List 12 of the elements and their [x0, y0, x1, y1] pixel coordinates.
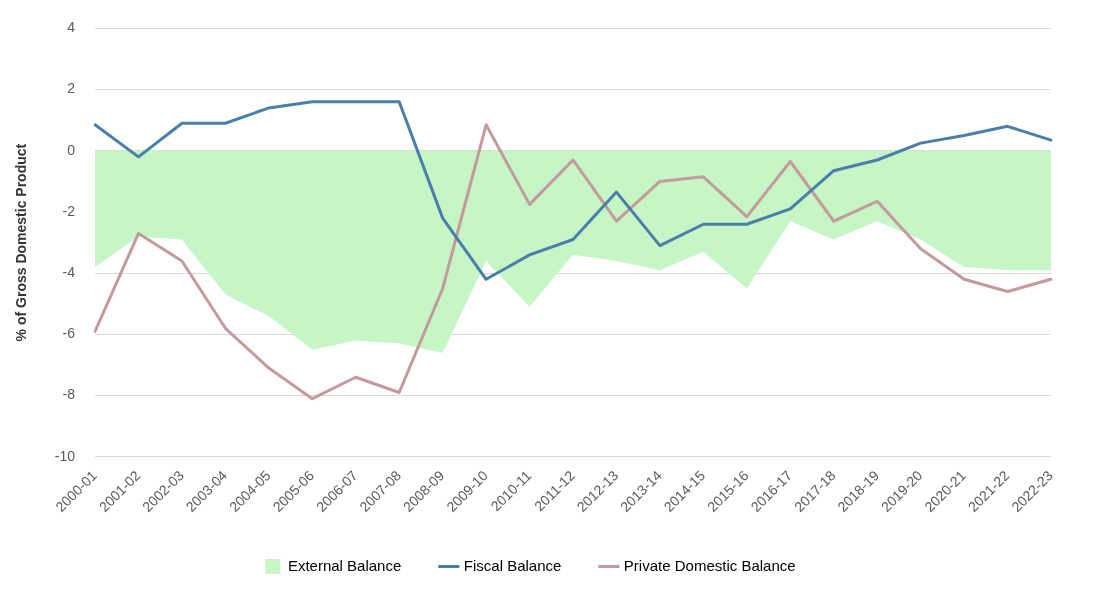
y-tick-label: -10 — [54, 447, 76, 464]
y-axis-title: % of Gross Domestic Product — [13, 143, 30, 342]
y-tick-label: -2 — [62, 202, 76, 219]
legend-label: Private Domestic Balance — [623, 556, 796, 574]
y-tick-label: -6 — [62, 325, 76, 342]
legend-label: External Balance — [287, 556, 402, 574]
y-tick-label: 2 — [67, 80, 76, 97]
legend-label: Fiscal Balance — [463, 556, 562, 574]
y-tick-label: 0 — [67, 141, 76, 158]
y-tick-label: 4 — [67, 19, 76, 36]
y-tick-label: -8 — [62, 386, 76, 403]
y-tick-label: -4 — [62, 264, 76, 281]
